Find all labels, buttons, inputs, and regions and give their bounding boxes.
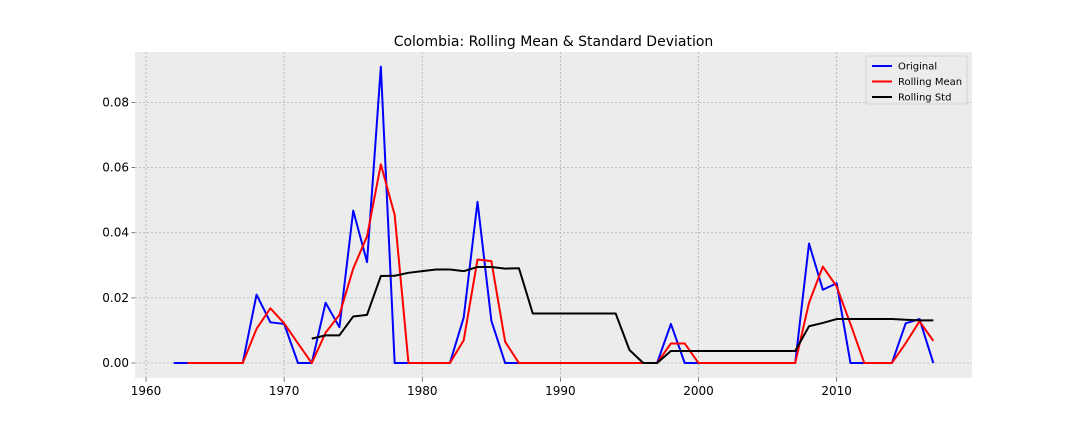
- plot-area: [135, 52, 972, 378]
- legend-label-original: Original: [898, 62, 937, 73]
- series-line-rolling-std: [311, 265, 934, 365]
- x-tick-label: 2000: [683, 384, 714, 398]
- y-tick-label: 0.00: [102, 356, 129, 370]
- legend-box: [865, 55, 968, 105]
- x-tick-label: 1960: [131, 384, 162, 398]
- y-axis: 0.00 0.02 0.04 0.06 0.08: [102, 95, 135, 370]
- x-axis: 1960 1970 1980 1990 2000 2010: [131, 378, 852, 398]
- legend-label-rolling-std: Rolling Std: [898, 93, 951, 104]
- grid-lines: [135, 52, 972, 378]
- series-lines: [173, 65, 935, 365]
- x-tick-label: 2010: [821, 384, 852, 398]
- x-tick-label: 1980: [407, 384, 438, 398]
- chart-title: Colombia: Rolling Mean & Standard Deviat…: [394, 34, 714, 50]
- legend: Original Rolling Mean Rolling Std: [865, 55, 968, 105]
- legend-label-rolling-mean: Rolling Mean: [898, 77, 962, 88]
- y-tick-label: 0.08: [102, 95, 129, 109]
- x-tick-label: 1990: [545, 384, 576, 398]
- y-tick-label: 0.04: [102, 226, 129, 240]
- x-tick-label: 1970: [269, 384, 300, 398]
- series-line-rolling-mean: [187, 163, 935, 365]
- y-tick-label: 0.02: [102, 291, 129, 305]
- y-tick-label: 0.06: [102, 161, 129, 175]
